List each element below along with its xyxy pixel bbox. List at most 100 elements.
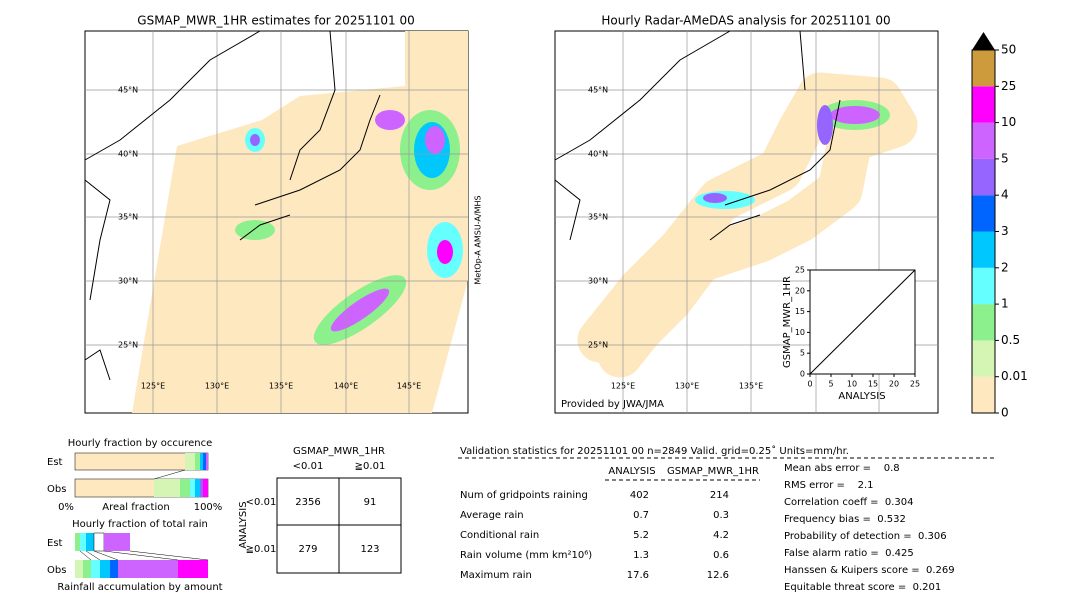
row-label: <0.01 <box>246 497 277 508</box>
colorbar-segment <box>972 195 995 232</box>
y-tick-label: 5 <box>800 349 805 358</box>
axis-start: 0% <box>58 502 74 513</box>
colorbar-label: 2 <box>1001 260 1009 274</box>
x-tick-label: 15 <box>868 380 878 389</box>
left-rain <box>235 110 463 345</box>
lon-label: 130°E <box>675 382 699 391</box>
stat-label: Rain volume (mm km²10⁶) <box>460 550 592 561</box>
lat-label: 25°N <box>118 341 138 350</box>
right-coastline <box>554 30 841 241</box>
satellite-label: MetOp-A AMSU-A/MHS <box>474 195 483 284</box>
validation-title: Validation statistics for 20251101 00 n=… <box>460 445 849 457</box>
lat-label: 45°N <box>588 86 608 95</box>
stat-value: 17.6 <box>627 570 649 581</box>
side-label: ANALYSIS <box>238 501 249 548</box>
est-label: Est <box>47 538 63 549</box>
stat-label: Conditional rain <box>460 530 539 541</box>
colorbar-label: 1 <box>1001 297 1009 311</box>
left-map-title: GSMAP_MWR_1HR estimates for 20251101 00 <box>137 14 414 28</box>
colorbar-segment <box>972 86 995 123</box>
colorbar-segment <box>972 231 995 268</box>
colorbar-segment <box>972 158 995 196</box>
column-label: ≧0.01 <box>355 461 386 472</box>
lon-label: 135°E <box>739 382 763 391</box>
column-label: <0.01 <box>293 461 324 472</box>
occurrence-title: Hourly fraction by occurence <box>68 438 212 449</box>
stat-label: Num of gridpoints raining <box>460 490 588 501</box>
left-coastline <box>84 30 381 381</box>
cell: 123 <box>360 544 379 555</box>
stat-value: 0.6 <box>713 550 729 561</box>
colorbar-label: 10 <box>1001 115 1016 129</box>
colorbar-segment <box>972 340 995 377</box>
cell: 91 <box>364 497 377 508</box>
score: Frequency bias = 0.532 <box>784 514 906 525</box>
score: Hanssen & Kuipers score = 0.269 <box>784 565 955 576</box>
colorbar-segment <box>972 376 995 413</box>
axis-title: Areal fraction <box>102 502 169 513</box>
stat-value: 1.3 <box>633 550 649 561</box>
stat-value: 4.2 <box>713 530 729 541</box>
y-tick-label: 20 <box>795 286 805 295</box>
lon-label: 145°E <box>397 382 421 391</box>
score: Probability of detection = 0.306 <box>784 531 947 542</box>
score: False alarm ratio = 0.425 <box>784 548 914 559</box>
est-label: Est <box>47 457 63 468</box>
stat-value: 0.3 <box>713 510 729 521</box>
total-bars <box>75 532 209 578</box>
colorbar-label: 25 <box>1001 79 1016 93</box>
scatter-y-label: GSMAP_MWR_1HR <box>782 276 793 368</box>
lat-label: 25°N <box>588 341 608 350</box>
colorbar-label: 5 <box>1001 151 1009 165</box>
x-tick-label: 0 <box>807 380 812 389</box>
column-header: GSMAP_MWR_1HR <box>667 466 759 477</box>
stat-label: Maximum rain <box>460 570 532 581</box>
axis-end: 100% <box>194 502 223 513</box>
column-header: ANALYSIS <box>608 466 655 477</box>
lat-label: 35°N <box>588 213 608 222</box>
scatter-diagonal <box>809 269 916 375</box>
stat-label: Average rain <box>460 510 524 521</box>
obs-label: Obs <box>47 484 66 495</box>
x-tick-label: 25 <box>910 380 920 389</box>
colorbar-label: 3 <box>1001 224 1009 238</box>
colorbar-label: 0.5 <box>1001 333 1020 347</box>
lat-label: 35°N <box>118 213 138 222</box>
occurrence-bars <box>74 452 209 498</box>
stat-value: 12.6 <box>707 570 729 581</box>
row-label: ≧0.01 <box>246 544 277 555</box>
x-tick-label: 20 <box>889 380 899 389</box>
lon-label: 125°E <box>141 382 165 391</box>
scatter-x-label: ANALYSIS <box>838 391 885 402</box>
lat-label: 45°N <box>118 86 138 95</box>
lat-label: 40°N <box>118 150 138 159</box>
lat-label: 30°N <box>588 277 608 286</box>
colorbar-segment <box>972 122 995 159</box>
stat-value: 5.2 <box>633 530 649 541</box>
right-rain <box>695 100 890 209</box>
y-tick-label: 25 <box>795 266 805 275</box>
total-title: Hourly fraction of total rain <box>72 519 208 530</box>
colorbar-label: 0.01 <box>1001 369 1028 383</box>
score: Equitable threat score = 0.201 <box>784 582 941 593</box>
lon-label: 135°E <box>269 382 293 391</box>
score: Correlation coeff = 0.304 <box>784 497 914 508</box>
lon-label: 140°E <box>334 382 358 391</box>
x-tick-label: 10 <box>847 380 857 389</box>
cell: 2356 <box>295 497 320 508</box>
y-tick-label: 10 <box>795 328 805 337</box>
contingency-title: GSMAP_MWR_1HR <box>293 446 385 457</box>
stat-value: 214 <box>710 490 729 501</box>
lat-label: 30°N <box>118 277 138 286</box>
colorbar-segment <box>972 267 995 305</box>
colorbar-label: 0 <box>1001 406 1009 420</box>
colorbar-label: 4 <box>1001 188 1009 202</box>
score: RMS error = 2.1 <box>784 480 874 491</box>
x-tick-label: 5 <box>828 380 833 389</box>
colorbar-label: 50 <box>1001 43 1016 57</box>
stat-value: 0.7 <box>633 510 649 521</box>
y-tick-label: 0 <box>800 370 805 379</box>
colorbar-segment <box>972 50 995 87</box>
total-axis: Rainfall accumulation by amount <box>57 582 222 593</box>
